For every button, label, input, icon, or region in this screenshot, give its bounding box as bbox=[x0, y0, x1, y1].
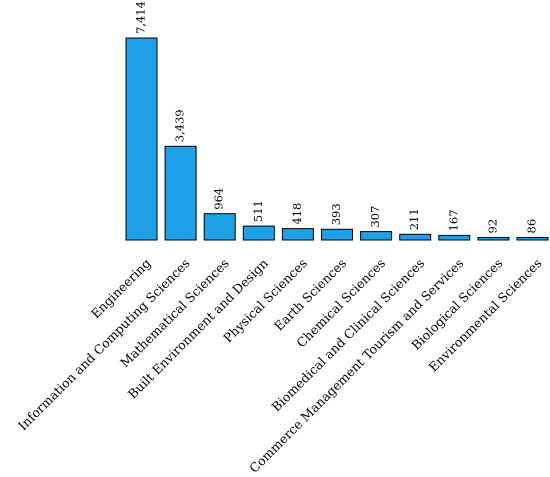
bar-9 bbox=[477, 237, 510, 241]
value-label-4: 418 bbox=[290, 203, 304, 225]
value-label-1: 3,439 bbox=[173, 109, 187, 142]
bar-4 bbox=[281, 228, 314, 241]
bar-10 bbox=[516, 237, 549, 241]
bar-1 bbox=[164, 145, 197, 241]
value-label-0: 7,414 bbox=[134, 1, 148, 34]
value-labels-group: 7,414 3,439 964 511 418 393 307 211 167 92 86 bbox=[134, 1, 539, 233]
value-label-6: 307 bbox=[368, 206, 382, 228]
bar-0 bbox=[125, 37, 158, 241]
bar-6 bbox=[360, 231, 393, 241]
bar-7 bbox=[399, 233, 432, 241]
value-label-5: 393 bbox=[329, 203, 343, 225]
bar-2 bbox=[203, 213, 236, 241]
value-label-2: 964 bbox=[212, 188, 226, 210]
bar-5 bbox=[321, 228, 353, 241]
bar-3 bbox=[242, 225, 275, 241]
category-label-1: Information and Computing Sciences bbox=[15, 256, 193, 434]
bar-8 bbox=[438, 234, 471, 241]
category-label-3: Built Environment and Design bbox=[125, 256, 271, 402]
bars-group bbox=[125, 37, 549, 241]
value-label-3: 511 bbox=[251, 200, 265, 222]
value-label-9: 92 bbox=[485, 219, 499, 234]
value-label-7: 211 bbox=[407, 208, 421, 230]
value-label-10: 86 bbox=[525, 219, 539, 234]
value-label-8: 167 bbox=[446, 209, 460, 231]
